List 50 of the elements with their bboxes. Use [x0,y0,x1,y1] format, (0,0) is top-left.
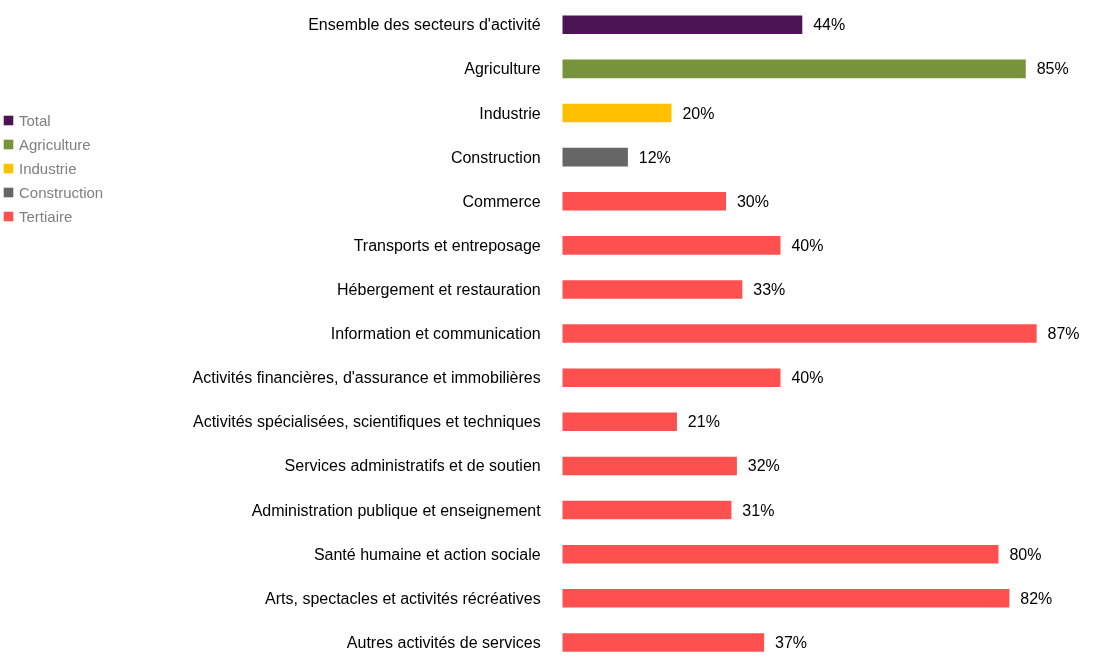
data-label: 44% [813,16,846,34]
data-label: 85% [1036,60,1069,78]
data-label: 21% [687,413,720,431]
legend-label: Tertiaire [19,206,73,227]
bar [562,191,726,211]
bar [562,280,743,299]
legend-label: Construction [19,182,104,203]
bar [562,500,732,520]
y-tick-label: Commerce [462,192,541,210]
bar [562,236,781,255]
y-tick-label: Arts, spectacles et activités récréatives [265,589,541,607]
y-tick-label: Construction [450,148,541,166]
legend-label: Agriculture [19,134,91,155]
y-tick-label: Transports et entreposage [353,236,541,254]
bar [562,633,765,652]
data-label: 87% [1047,325,1080,343]
data-label: 40% [791,236,824,254]
data-label: 32% [747,457,780,475]
data-label: 20% [682,104,715,122]
y-tick-label: Activités financières, d'assurance et immobilières [192,369,541,387]
bar [562,368,781,387]
y-tick-label: Services administratifs et de soutien [284,457,541,475]
data-label: 12% [638,148,671,166]
y-tick-label: Administration publique et enseignement [251,501,542,519]
bar [562,15,803,35]
data-label: 80% [1009,545,1042,563]
y-tick-label: Activités spécialisées, scientifiques et techniques [192,413,541,431]
y-tick-label: Information et communication [330,325,541,343]
y-tick-label: Hébergement et restauration [337,280,541,298]
data-label: 30% [736,192,769,210]
bar [562,412,677,432]
bar [562,324,1037,343]
y-tick-label: Ensemble des secteurs d'activité [308,16,541,34]
data-label: 37% [775,633,808,651]
data-label: 40% [791,369,824,387]
bar [562,544,999,564]
bar [562,147,628,167]
bar [562,59,1026,79]
y-tick-label: Santé humaine et action sociale [313,545,541,563]
bar [562,456,737,476]
legend-label: Industrie [19,158,77,179]
bar [562,589,1010,608]
data-label: 82% [1020,589,1053,607]
legend-label: Total [19,110,51,131]
y-tick-label: Industrie [479,104,541,122]
data-label: 33% [753,280,786,298]
data-label: 31% [742,501,775,519]
y-tick-label: Agriculture [464,60,541,78]
bar [562,103,672,123]
y-tick-label: Autres activités de services [346,633,541,651]
